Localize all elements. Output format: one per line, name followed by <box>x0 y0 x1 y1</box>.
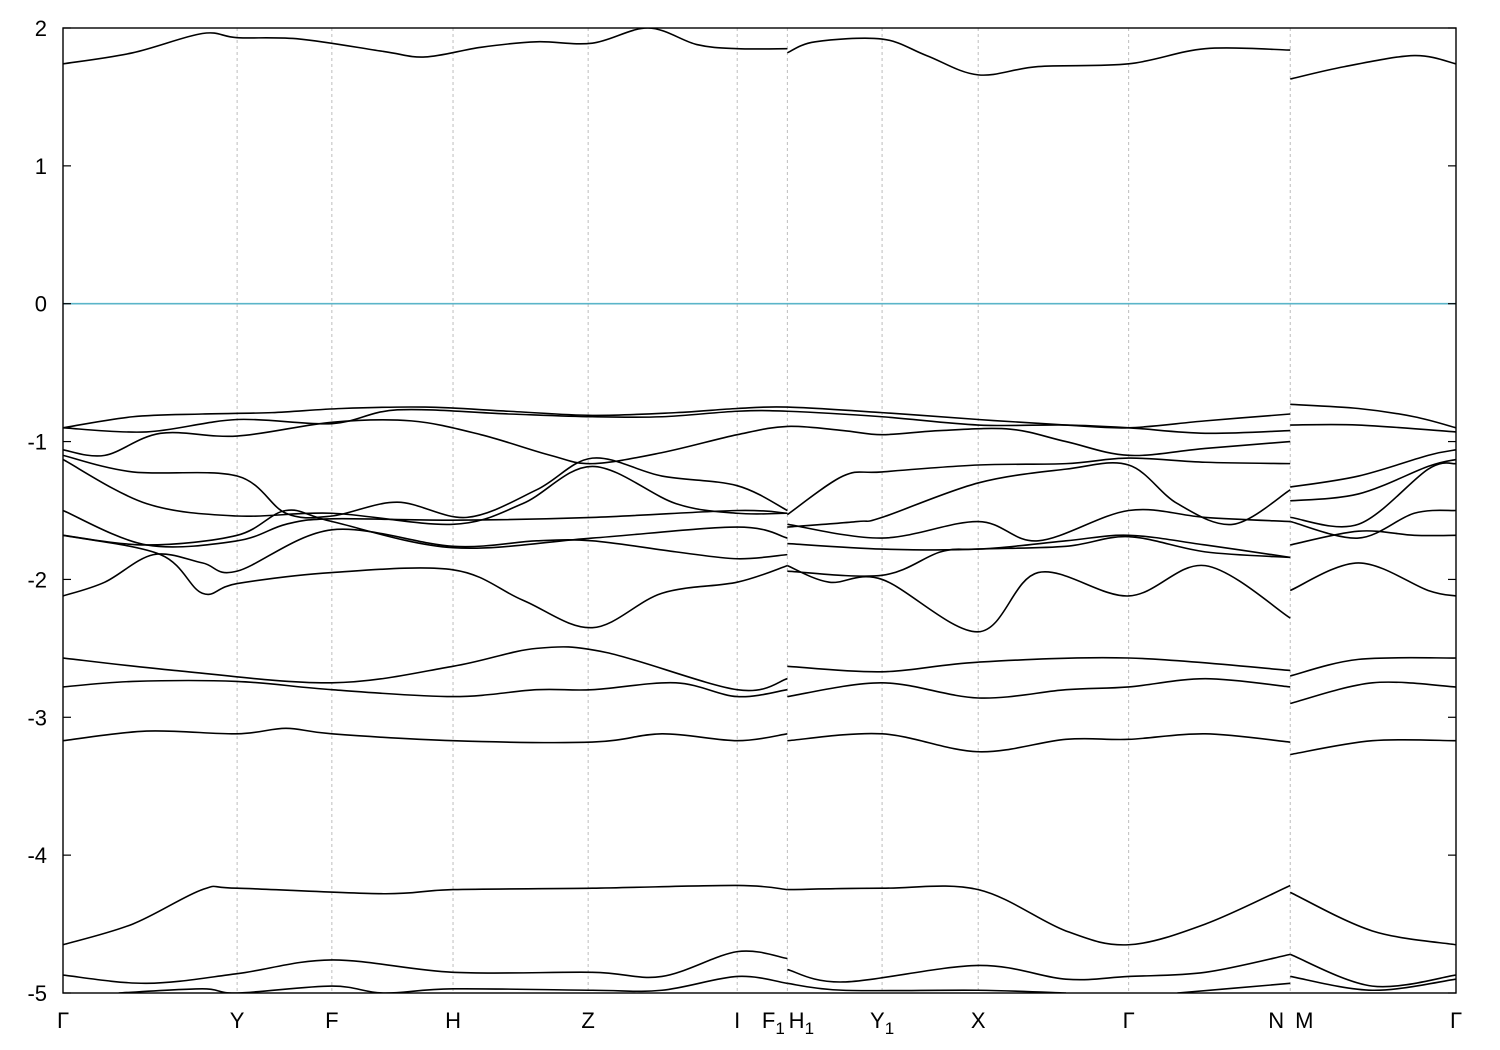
band-36 <box>787 884 1291 946</box>
kpoint-label: Γ <box>57 1008 69 1033</box>
x-axis-ticks: Γ Y F H Z I F1 H1 Y1 X Γ N M Γ <box>57 1008 1462 1038</box>
band-35 <box>63 884 788 946</box>
y-axis-ticks: -5 -4 -3 -2 -1 0 1 2 <box>27 16 1456 1006</box>
y-tick-label: -2 <box>27 567 47 592</box>
band-7 <box>63 418 1291 465</box>
band-22 <box>787 535 1291 577</box>
y-tick-label: 1 <box>35 154 47 179</box>
band-37 <box>1289 891 1456 946</box>
kpoint-label: N <box>1268 1008 1284 1033</box>
y-tick-label: -1 <box>27 430 47 455</box>
kpoint-label: F1 <box>762 1008 785 1038</box>
band-40 <box>1289 953 1456 988</box>
band-17 <box>1290 509 1456 539</box>
band-43 <box>1177 982 1291 993</box>
band-12 <box>63 458 788 526</box>
band-16 <box>787 508 1291 542</box>
y-tick-label: -5 <box>27 981 47 1006</box>
band-41 <box>118 975 788 993</box>
band-18 <box>63 509 788 550</box>
kpoint-label: H <box>445 1008 461 1033</box>
band-24 <box>63 534 788 629</box>
band-19 <box>787 534 1291 559</box>
band-8 <box>1290 449 1456 488</box>
band-29 <box>63 679 788 698</box>
band-38 <box>63 950 788 985</box>
band-32 <box>63 727 788 744</box>
band-11 <box>1290 458 1456 502</box>
kpoint-label: H1 <box>789 1008 814 1038</box>
band-9 <box>63 454 788 519</box>
band-15 <box>63 509 788 548</box>
band-21 <box>63 528 788 597</box>
band-4 <box>1290 403 1456 429</box>
band-lines <box>63 28 1456 993</box>
band-5 <box>63 408 1291 435</box>
band-39 <box>787 953 1291 983</box>
band-20 <box>1290 530 1456 546</box>
kpoint-label: X <box>971 1008 986 1033</box>
band-26 <box>63 646 788 692</box>
kpoint-label: Γ <box>1123 1008 1135 1033</box>
kpoint-label: Y1 <box>870 1008 894 1038</box>
band-34 <box>1290 738 1456 756</box>
plot-frame <box>62 27 1457 994</box>
y-tick-label: -3 <box>27 705 47 730</box>
band-14 <box>1290 462 1456 528</box>
kpoint-label: Γ <box>1450 1008 1462 1033</box>
band-3 <box>63 406 1291 429</box>
band-44 <box>1290 975 1456 992</box>
band-6 <box>1290 423 1456 433</box>
band-27 <box>787 656 1291 673</box>
kpoint-label: Z <box>581 1008 594 1033</box>
band-2 <box>1290 54 1456 80</box>
y-tick-label: -4 <box>27 843 47 868</box>
band-31 <box>1290 681 1456 705</box>
band-33 <box>787 732 1291 753</box>
band-25 <box>787 564 1291 633</box>
band-0 <box>63 28 788 65</box>
band-1 <box>787 37 1291 76</box>
band-13 <box>787 462 1291 528</box>
band-30 <box>787 677 1291 699</box>
band-10 <box>786 457 1291 516</box>
y-tick-label: 0 <box>35 292 47 317</box>
kpoint-label: M <box>1295 1008 1313 1033</box>
kpoint-label: Y <box>230 1008 245 1033</box>
band-42 <box>787 982 1066 993</box>
kpoint-label: I <box>734 1008 740 1033</box>
y-tick-label: 2 <box>35 16 47 41</box>
band-23 <box>1289 562 1456 597</box>
kpoint-label: F <box>325 1008 338 1033</box>
band-28 <box>1290 656 1456 677</box>
